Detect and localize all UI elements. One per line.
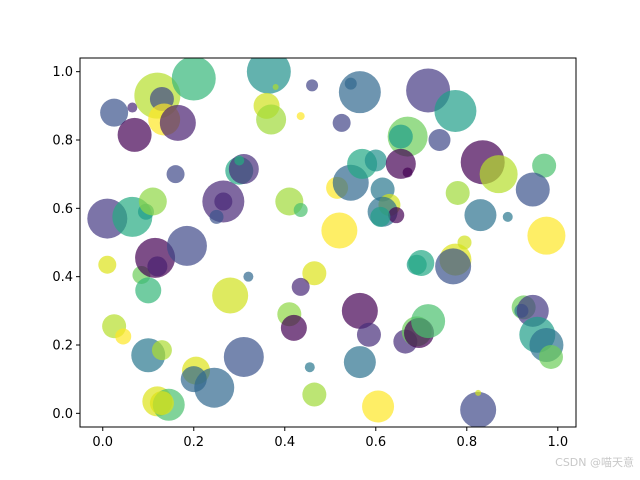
x-axis: 0.0 0.2 0.4 0.6 0.8 1.0: [92, 427, 568, 450]
scatter-point: [127, 102, 138, 113]
y-tick-label: 0.0: [52, 407, 73, 422]
scatter-point: [388, 124, 413, 149]
scatter-point: [166, 165, 185, 184]
y-tick-label: 1.0: [52, 65, 73, 80]
scatter-point: [532, 153, 557, 178]
scatter-point: [234, 155, 245, 166]
scatter-point: [356, 322, 381, 347]
scatter-point: [341, 292, 378, 329]
scatter-point: [293, 203, 308, 218]
scatter-point: [212, 277, 249, 314]
scatter-point: [280, 314, 307, 341]
scatter-point: [149, 391, 174, 416]
y-tick-label: 0.8: [52, 134, 73, 149]
scatter-point: [98, 255, 117, 274]
scatter-point: [171, 58, 216, 101]
axes-frame: [79, 57, 577, 428]
scatter-point: [434, 89, 477, 132]
x-tick-label: 0.6: [365, 435, 386, 450]
scatter-point: [464, 199, 497, 232]
scatter-point: [527, 216, 566, 255]
scatter-point: [321, 212, 358, 249]
scatter-point: [166, 225, 207, 266]
y-tick-label: 0.6: [52, 202, 73, 217]
scatter-point: [223, 336, 264, 377]
scatter-point: [475, 389, 482, 396]
scatter-point: [402, 167, 413, 178]
y-axis: 0.0 0.2 0.4 0.6 0.8 1.0: [52, 65, 80, 422]
scatter-point: [332, 113, 351, 132]
scatter-point: [370, 206, 391, 227]
x-tick-label: 0.4: [274, 435, 295, 450]
y-tick-label: 0.4: [52, 270, 73, 285]
scatter-point: [246, 58, 291, 94]
x-tick-label: 0.0: [92, 435, 113, 450]
scatter-point: [538, 344, 563, 369]
scatter-point: [302, 382, 327, 407]
scatter-point: [194, 367, 235, 408]
scatter-point: [100, 98, 129, 127]
points-layer: [87, 58, 566, 427]
scatter-point: [151, 340, 172, 361]
scatter-point: [388, 207, 405, 224]
scatter-point: [362, 390, 395, 423]
scatter-point: [243, 271, 254, 282]
scatter-point: [435, 248, 472, 285]
scatter-point: [296, 112, 305, 121]
y-tick-label: 0.2: [52, 339, 73, 354]
scatter-point: [147, 256, 168, 277]
scatter-point: [411, 304, 446, 339]
scatter-point: [364, 149, 387, 172]
scatter-point: [115, 328, 132, 345]
x-tick-label: 0.8: [456, 435, 477, 450]
scatter-point: [515, 172, 550, 207]
scatter-point: [479, 155, 518, 194]
scatter-point: [291, 277, 310, 296]
scatter-point: [457, 235, 472, 250]
scatter-point: [302, 261, 327, 286]
scatter-point: [304, 362, 315, 373]
scatter-point: [209, 209, 224, 224]
scatter-point: [445, 180, 470, 205]
scatter-point: [138, 187, 167, 216]
watermark: CSDN @喵天意: [555, 456, 634, 469]
scatter-point: [502, 211, 513, 222]
scatter-point: [408, 250, 435, 276]
x-tick-label: 1.0: [547, 435, 568, 450]
scatter-point: [256, 104, 287, 135]
x-tick-label: 0.2: [183, 435, 204, 450]
scatter-point: [117, 117, 152, 152]
scatter-point: [343, 346, 376, 379]
scatter-point: [428, 129, 451, 151]
scatter-point: [159, 104, 196, 141]
scatter-point: [460, 391, 497, 427]
scatter-point: [338, 71, 381, 114]
scatter-point: [214, 192, 233, 211]
scatter-point: [135, 277, 162, 304]
scatter-point: [272, 84, 279, 91]
scatter-point: [306, 79, 319, 92]
